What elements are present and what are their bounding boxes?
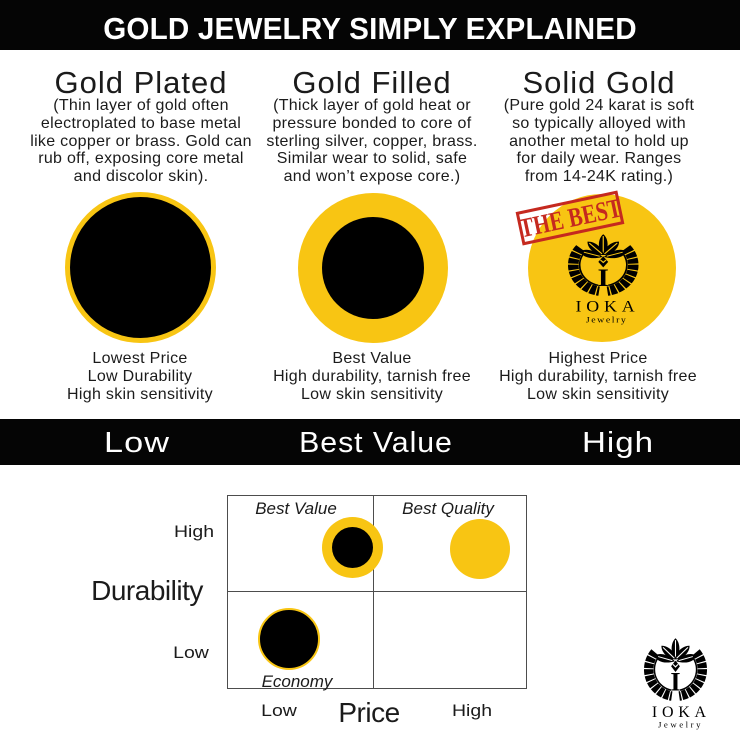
svg-text:Jewelry: Jewelry	[658, 720, 703, 730]
svg-text:I: I	[598, 262, 609, 291]
svg-text:IOKA: IOKA	[652, 704, 707, 721]
svg-text:I: I	[670, 668, 680, 697]
svg-text:Jewelry: Jewelry	[586, 316, 628, 325]
svg-text:IOKA: IOKA	[576, 298, 639, 316]
